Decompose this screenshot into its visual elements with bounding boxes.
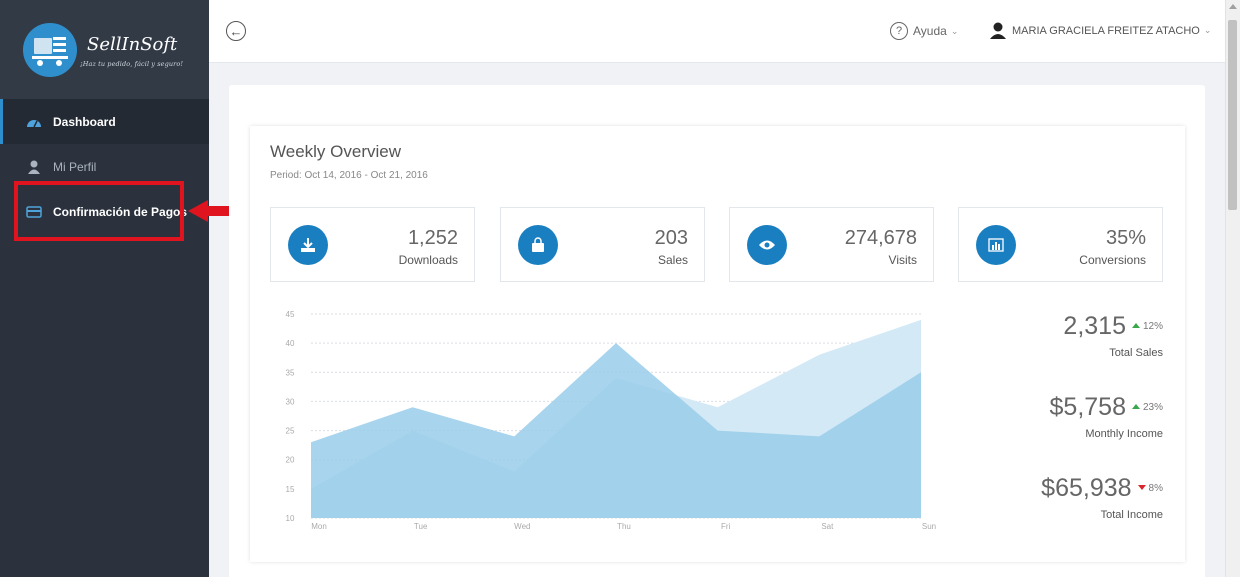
help-label: Ayuda — [913, 24, 947, 38]
back-arrow-icon[interactable]: ← — [226, 21, 246, 41]
stat-value: 1,252 — [407, 227, 458, 249]
user-icon — [26, 160, 42, 174]
kpi-value: $5,758 — [1049, 393, 1126, 421]
x-tick-label: Sat — [821, 522, 834, 531]
sidebar-item-label: Dashboard — [53, 114, 116, 129]
stat-label: Visits — [888, 253, 917, 267]
stat-conversions: 35% Conversions — [958, 207, 1163, 282]
stat-sales: 203 Sales — [500, 207, 705, 282]
brand-name: SellInSoft — [87, 34, 178, 55]
dashboard-gauge-icon — [26, 115, 42, 129]
user-menu[interactable]: MARIA GRACIELA FREITEZ ATACHO ⌄ — [990, 22, 1211, 39]
y-tick-label: 25 — [286, 427, 295, 436]
credit-card-icon — [26, 205, 42, 219]
sidebar-item-dashboard[interactable]: Dashboard — [0, 99, 209, 144]
y-tick-label: 15 — [286, 485, 295, 494]
kpi-total-sales: 2,315 12% Total Sales — [1063, 312, 1163, 359]
sidebar: SellInSoft ¡Haz tu pedido, fácil y segur… — [0, 0, 209, 577]
area-chart-svg: 10 15 20 25 30 35 40 45 Mon Tue Wed Thu Fri Sat Sun — [286, 310, 937, 531]
download-icon — [288, 225, 328, 265]
sidebar-item-label: Mi Perfil — [53, 159, 97, 174]
highlight-box — [14, 181, 184, 241]
y-tick-label: 40 — [286, 339, 295, 348]
chevron-down-icon: ⌄ — [1203, 25, 1212, 35]
stat-value: 35% — [1105, 227, 1146, 249]
bar-chart-icon — [976, 225, 1016, 265]
top-bar: ← ? Ayuda ⌄ MARIA GRACIELA FREITEZ ATACH… — [209, 0, 1225, 63]
kpi-value: 2,315 — [1063, 312, 1126, 340]
stat-downloads: 1,252 Downloads — [270, 207, 475, 282]
y-tick-label: 45 — [286, 310, 295, 319]
shopping-bag-icon — [518, 225, 558, 265]
y-tick-label: 20 — [286, 456, 295, 465]
x-tick-label: Sun — [922, 522, 936, 531]
kpi-change: 12% — [1132, 321, 1163, 332]
cart-logo-icon — [23, 23, 77, 77]
chevron-down-icon: ⌄ — [950, 25, 959, 36]
question-circle-icon: ? — [890, 22, 908, 40]
x-tick-label: Wed — [514, 522, 530, 531]
eye-icon — [747, 225, 787, 265]
stat-label: Conversions — [1079, 253, 1146, 267]
y-tick-label: 30 — [286, 397, 295, 406]
y-tick-label: 10 — [286, 514, 295, 523]
kpi-label: Total Income — [1100, 509, 1163, 521]
period-label: Period: Oct 14, 2016 - Oct 21, 2016 — [270, 170, 428, 181]
kpi-change: 8% — [1138, 483, 1163, 494]
x-tick-label: Fri — [721, 522, 731, 531]
weekly-area-chart: 10 15 20 25 30 35 40 45 Mon Tue Wed Thu Fri Sat Sun — [270, 300, 950, 540]
user-name: MARIA GRACIELA FREITEZ ATACHO — [1012, 24, 1200, 37]
stat-label: Downloads — [398, 253, 458, 267]
kpi-total-income: $65,938 8% Total Income — [1041, 474, 1163, 521]
kpi-label: Total Sales — [1109, 347, 1163, 359]
page-title: Weekly Overview — [270, 142, 401, 161]
user-avatar-icon — [990, 22, 1006, 39]
sidebar-item-payment-confirmation[interactable]: Confirmación de Pagos — [0, 189, 209, 234]
sidebar-item-profile[interactable]: Mi Perfil — [0, 144, 209, 189]
x-tick-label: Thu — [617, 522, 631, 531]
brand-logo[interactable]: SellInSoft ¡Haz tu pedido, fácil y segur… — [0, 0, 209, 99]
y-tick-label: 35 — [286, 368, 295, 377]
scroll-up-icon[interactable] — [1229, 4, 1237, 9]
kpi-monthly-income: $5,758 23% Monthly Income — [1050, 393, 1163, 440]
kpi-value: $65,938 — [1041, 474, 1132, 502]
area-series-2 — [311, 343, 921, 518]
kpi-change: 23% — [1132, 402, 1163, 413]
help-menu[interactable]: ? Ayuda ⌄ — [890, 22, 958, 40]
x-tick-label: Mon — [311, 522, 327, 531]
scrollbar-thumb[interactable] — [1228, 20, 1237, 210]
sidebar-item-label: Confirmación de Pagos — [53, 204, 188, 219]
stat-value: 274,678 — [844, 227, 917, 249]
brand-tagline: ¡Haz tu pedido, fácil y seguro! — [80, 60, 184, 68]
stat-visits: 274,678 Visits — [729, 207, 934, 282]
kpi-label: Monthly Income — [1085, 428, 1163, 440]
stat-label: Sales — [657, 253, 688, 267]
stat-value: 203 — [654, 227, 688, 249]
x-tick-label: Tue — [414, 522, 428, 531]
